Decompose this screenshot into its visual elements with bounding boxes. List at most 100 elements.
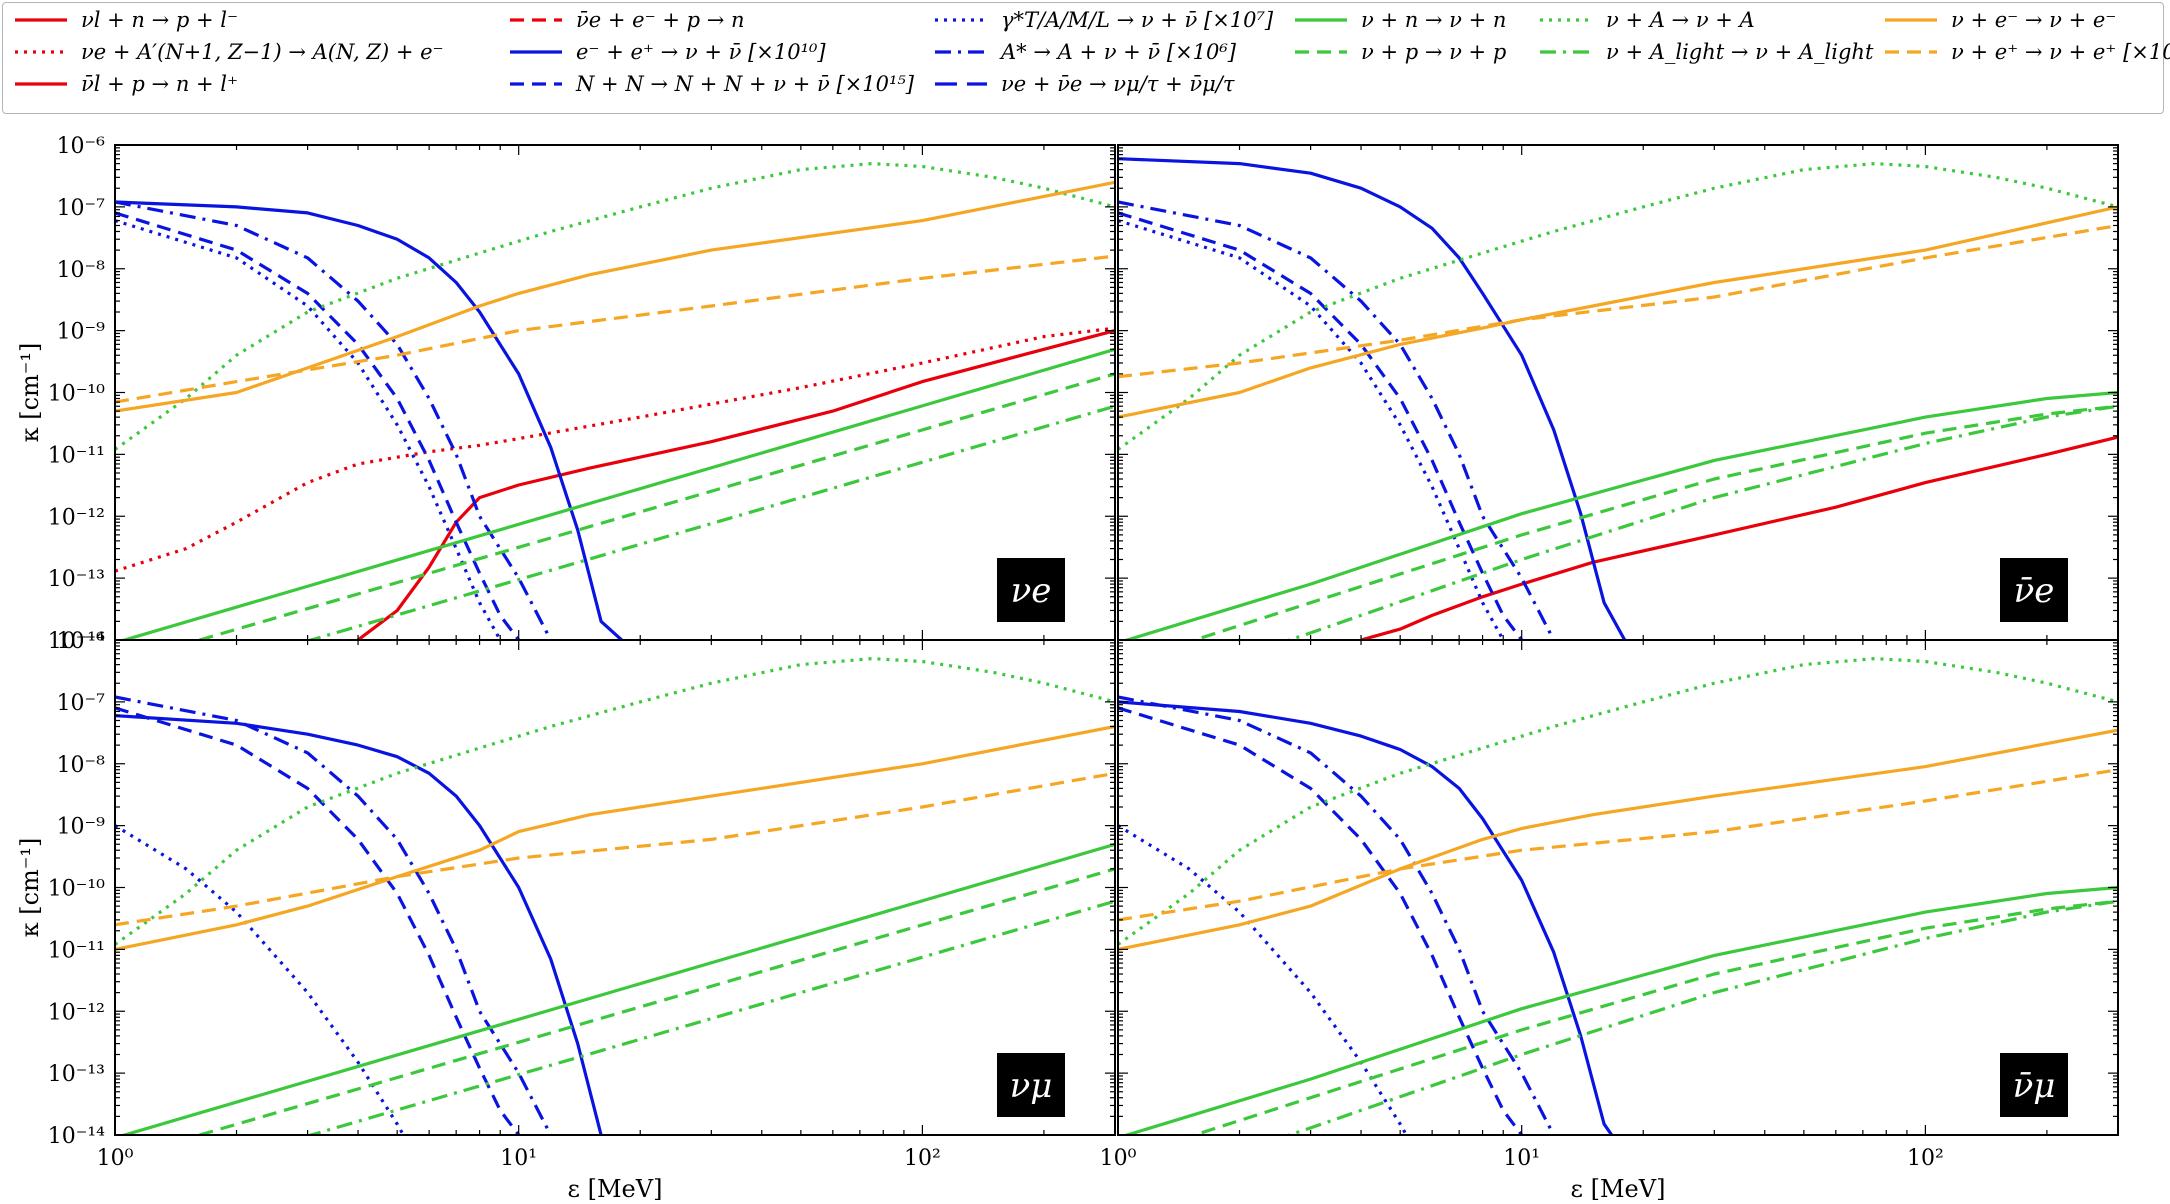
y-tick-label: 10⁻⁹ [57,815,106,840]
series-a-a-8 [115,162,1115,451]
legend-swatch [935,50,987,54]
legend-item-e-e-13: ν + e⁻ → ν + e⁻ [1883,5,2116,35]
y-tick-label: 10⁻¹¹ [48,938,105,963]
x-axis-label: ε [MeV] [568,1175,663,1203]
legend-swatch [1295,50,1347,54]
series-a-a-6 [1118,656,2118,946]
legend-label: ν + e⁺ → ν + e⁺ [×10⁸] [1951,40,2170,64]
ticks [1117,639,2119,1136]
series-e-e-10-11 [115,254,1115,404]
series-e-e-10-2 [115,200,623,640]
y-axis-label: κ [cm⁻¹] [16,343,44,443]
series-e-e-10-9 [1118,768,2118,922]
legend-label: νe + A′(N+1, Z−1) → A(N, Z) + e⁻ [81,40,444,64]
series-p-p-7 [193,372,1115,640]
series-a-light-a-light-9 [305,404,1115,640]
series-t-a-m-l-10-4 [115,219,502,640]
series-n-n-n-n-10-2 [1118,211,1523,640]
legend-label: N + N → N + N + ν + ν̄ [×10¹⁵] [576,72,914,96]
series-p-p-5 [193,867,1115,1135]
legend-label: ν + n → ν + n [1361,8,1507,32]
series-n-n-n-n-10-1 [1118,706,1523,1135]
ticks [1117,144,2119,641]
series-e-e-10-1 [1118,157,1627,640]
panel-title: ν̄e [2014,571,2055,611]
panel-1: ν̄e [1117,144,2119,641]
series-a-a-10-5 [115,200,553,640]
legend-item-l-n-p-l-0: νl + n → p + l⁻ [13,5,238,35]
y-tick-label: 10⁻¹² [48,1000,105,1025]
y-tick-label: 10⁻¹² [48,505,105,530]
series-a-light-a-light-7 [1284,899,2118,1135]
ticks [114,144,1116,641]
series-t-a-m-l-10-2 [1118,824,1409,1135]
series-p-p-6 [1189,404,2118,640]
series-n-n-4 [1121,885,2118,1135]
series-a-a-7 [1118,162,2118,451]
series-e-e-8 [1118,728,2118,951]
panel-0: 10⁻⁶ 10⁻⁷ 10⁻⁸ 10⁻⁹ 10⁻¹⁰ 10⁻¹¹ 10⁻¹² 10⁻¹³ 10⁻¹… [16,134,1116,654]
y-tick-label: 10⁻¹⁰ [48,382,105,407]
series-n-n-n-n-10-3 [115,211,520,640]
y-tick-label: 10⁻⁸ [57,753,106,778]
legend-swatch [510,82,562,86]
legend-item-n-n-9: ν + n → ν + n [1293,5,1506,35]
series-e-e-10-0 [1118,700,1614,1135]
panel-title: νμ [1010,1066,1053,1106]
panel-badge [997,1053,1065,1117]
legend-label: A* → A + ν + ν̄ [×10⁶] [1001,40,1236,64]
legend-swatch [510,18,562,22]
y-tick-label: 10⁻⁷ [57,691,106,716]
plot-frame [1117,639,2119,1136]
legend-swatch [510,50,562,54]
series-e-a-n-1-z-1-a-n-z-e-1 [115,326,1115,573]
x-tick-label: 10¹ [1503,1146,1540,1171]
legend-label: ν + A_light → ν + A_light [1606,40,1874,64]
x-tick-label: 10² [1907,1146,1944,1171]
y-tick-label: 10⁻⁷ [57,196,106,221]
series-e-e-10-9 [115,771,1115,927]
legend-label: ν + p → ν + p [1361,40,1507,64]
series-p-p-5 [1189,899,2118,1135]
y-tick-label: 10⁻¹³ [48,567,105,592]
y-axis-label: κ [cm⁻¹] [16,838,44,938]
legend-swatch [1885,50,1937,54]
series-e-e-10-10 [1118,223,2118,379]
legend-item-l-p-n-l-2: ν̄l + p → n + l⁺ [13,69,238,99]
panel-2: 10⁻⁶ 10⁻⁷ 10⁻⁸ 10⁻⁹ 10⁻¹⁰ 10⁻¹¹ 10⁻¹² 10⁻¹³ 10⁻¹… [16,629,1116,1203]
series-a-light-a-light-7 [305,899,1115,1135]
series-a-light-a-light-8 [1284,404,2118,640]
legend-label: ν̄l + p → n + l⁺ [81,72,239,96]
series-n-n-5 [1121,390,2118,640]
curves [1118,157,2118,640]
y-tick-label: 10⁻¹¹ [48,443,105,468]
legend-label: ν + A → ν + A [1606,8,1755,32]
legend-swatch [15,18,67,22]
curves [115,656,1115,1135]
panel-title: ν̄μ [2013,1066,2056,1106]
series-e-e-10-0 [115,714,604,1135]
legend-item-p-p-10: ν + p → ν + p [1293,37,1506,67]
legend-label: νl + n → p + l⁻ [81,8,239,32]
legend-label: e⁻ + e⁺ → ν + ν̄ [×10¹⁰] [576,40,826,64]
panel-title: νe [1011,571,1052,611]
y-tick-label: 10⁻⁶ [57,629,106,654]
legend-item-n-n-n-n-10-5: N + N → N + N + ν + ν̄ [×10¹⁵] [508,69,914,99]
y-tick-label: 10⁻⁹ [57,320,106,345]
legend-item-e-a-n-1-z-1-a-n-z-e-1: νe + A′(N+1, Z−1) → A(N, Z) + e⁻ [13,37,444,67]
x-tick-label: 10² [904,1146,941,1171]
series-e-e-8 [115,724,1115,951]
legend-item-e-e-10-4: e⁻ + e⁺ → ν + ν̄ [×10¹⁰] [508,37,826,67]
y-tick-label: 10⁻¹⁰ [48,877,105,902]
legend-label: ν̄e + e⁻ + p → n [576,8,745,32]
series-t-a-m-l-10-2 [115,824,406,1135]
curves [1118,656,2118,1135]
legend: νl + n → p + l⁻ νe + A′(N+1, Z−1) → A(N, … [2,2,2170,114]
series-n-n-4 [118,842,1115,1135]
legend-item-t-a-m-l-10-6: γ*T/A/M/L → ν + ν̄ [×10⁷] [933,5,1273,35]
series-a-a-6 [115,656,1115,946]
series-t-a-m-l-10-3 [1118,219,1505,640]
x-axis-label: ε [MeV] [1571,1175,1666,1203]
legend-item-a-a-11: ν + A → ν + A [1538,5,1755,35]
